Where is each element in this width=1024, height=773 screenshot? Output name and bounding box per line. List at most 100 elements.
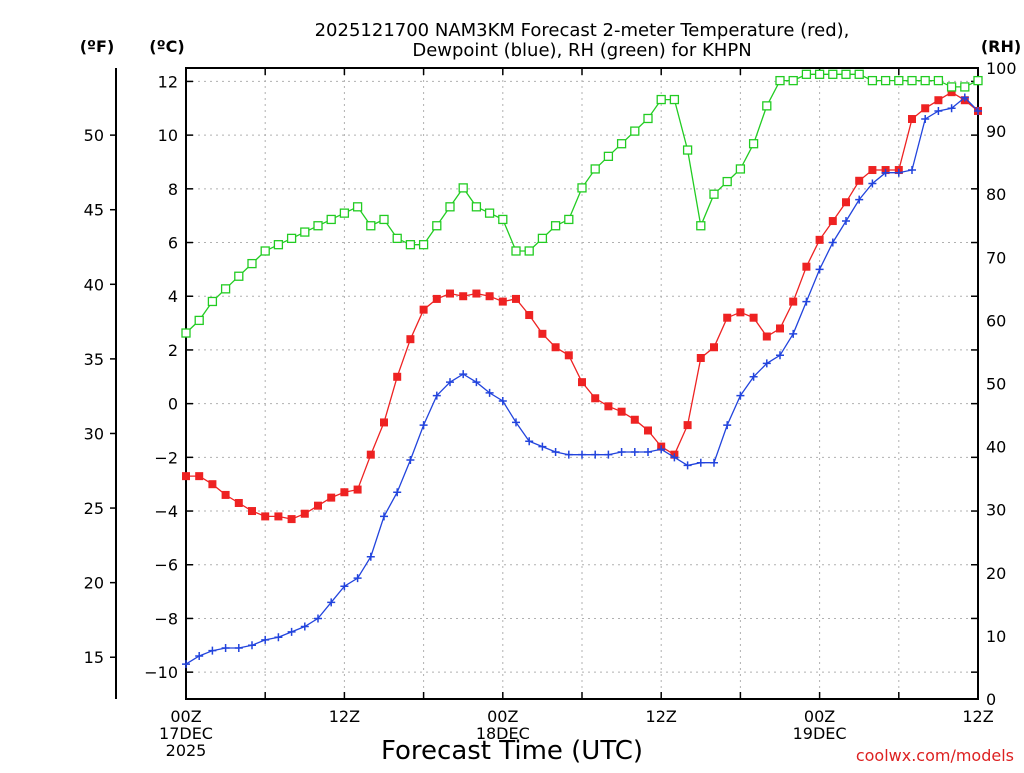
data-point <box>682 145 693 155</box>
rh-tick-label: 90 <box>986 122 1006 141</box>
celsius-tick-label: 0 <box>168 395 178 414</box>
fahrenheit-unit-label: (ºF) <box>80 37 115 56</box>
data-point <box>327 598 336 607</box>
data-point <box>208 480 217 489</box>
data-point <box>577 183 587 193</box>
celsius-tick-label: −10 <box>144 663 178 682</box>
celsius-tick-label: 2 <box>168 341 178 360</box>
data-point <box>485 388 494 397</box>
x-tick-label: 2025 <box>166 741 207 760</box>
data-point <box>802 262 811 271</box>
data-point <box>973 75 983 86</box>
data-point <box>300 227 310 237</box>
data-point <box>432 294 441 303</box>
data-point <box>260 246 270 256</box>
data-point <box>616 139 627 149</box>
data-point <box>656 94 666 105</box>
data-point <box>393 488 402 497</box>
data-point <box>696 458 705 467</box>
data-point <box>313 221 323 231</box>
x-tick-label: 12Z <box>646 707 677 726</box>
data-point <box>221 490 230 499</box>
data-point <box>920 75 930 86</box>
data-point <box>776 324 784 333</box>
rh-tick-label: 10 <box>986 627 1006 646</box>
data-point <box>735 164 746 174</box>
data-point <box>762 332 771 341</box>
data-point <box>841 69 851 79</box>
data-point <box>512 418 520 427</box>
data-point <box>207 296 218 307</box>
data-point <box>524 246 534 256</box>
data-point <box>868 179 877 188</box>
data-point <box>696 221 706 231</box>
data-point <box>814 69 825 79</box>
data-point <box>287 515 296 524</box>
data-point <box>617 407 626 416</box>
data-point <box>842 217 850 226</box>
data-point <box>366 221 376 231</box>
data-point <box>643 113 653 124</box>
credit-text: coolwx.com/models <box>856 746 1014 765</box>
data-point <box>314 501 322 510</box>
data-point <box>406 456 415 465</box>
data-point <box>933 75 944 86</box>
rh-tick-label: 70 <box>986 248 1006 267</box>
data-point <box>419 421 428 430</box>
data-point <box>894 75 904 86</box>
data-point <box>459 292 468 301</box>
data-point <box>881 168 890 177</box>
data-point <box>776 351 784 360</box>
data-point <box>366 450 375 459</box>
data-point <box>274 633 283 642</box>
data-point <box>670 453 679 462</box>
data-point <box>261 512 270 521</box>
x-tick-label: 00Z <box>170 707 201 726</box>
data-point <box>261 635 270 644</box>
data-point <box>419 305 428 314</box>
data-point <box>709 189 719 199</box>
series-rh- <box>181 69 983 338</box>
data-point <box>234 498 243 507</box>
data-point <box>418 240 429 250</box>
data-point <box>842 198 850 207</box>
data-point <box>591 450 600 459</box>
data-point <box>538 329 547 338</box>
data-point <box>578 378 586 387</box>
data-point <box>934 96 943 105</box>
data-point <box>380 512 388 521</box>
data-point <box>683 421 692 430</box>
data-point <box>485 292 494 301</box>
data-point <box>406 335 415 344</box>
data-point <box>446 378 454 387</box>
data-point <box>736 308 745 317</box>
data-point <box>353 574 362 583</box>
data-point <box>273 240 284 250</box>
rh-tick-label: 50 <box>986 375 1006 394</box>
data-point <box>815 235 824 244</box>
data-point <box>669 94 680 105</box>
data-point <box>974 106 982 115</box>
celsius-tick-label: 4 <box>168 287 178 306</box>
data-point <box>603 151 614 161</box>
data-point <box>947 88 956 97</box>
data-point <box>855 195 864 204</box>
rh-tick-label: 0 <box>986 690 996 709</box>
data-point <box>208 646 217 655</box>
data-point <box>775 75 785 86</box>
chart-title-line-1: 2025121700 NAM3KM Forecast 2-meter Tempe… <box>315 20 850 41</box>
data-point <box>220 284 231 294</box>
data-point <box>340 582 349 591</box>
data-point <box>472 289 481 298</box>
data-point <box>195 472 204 481</box>
data-point <box>578 450 586 459</box>
data-point <box>868 166 877 175</box>
data-point <box>749 313 758 322</box>
data-point <box>644 426 652 435</box>
celsius-tick-label: 10 <box>158 126 178 145</box>
chart-title-line-2: Dewpoint (blue), RH (green) for KHPN <box>412 40 751 61</box>
data-point <box>855 176 864 185</box>
data-point <box>947 104 956 113</box>
celsius-tick-label: −2 <box>154 448 178 467</box>
data-point <box>710 343 718 352</box>
